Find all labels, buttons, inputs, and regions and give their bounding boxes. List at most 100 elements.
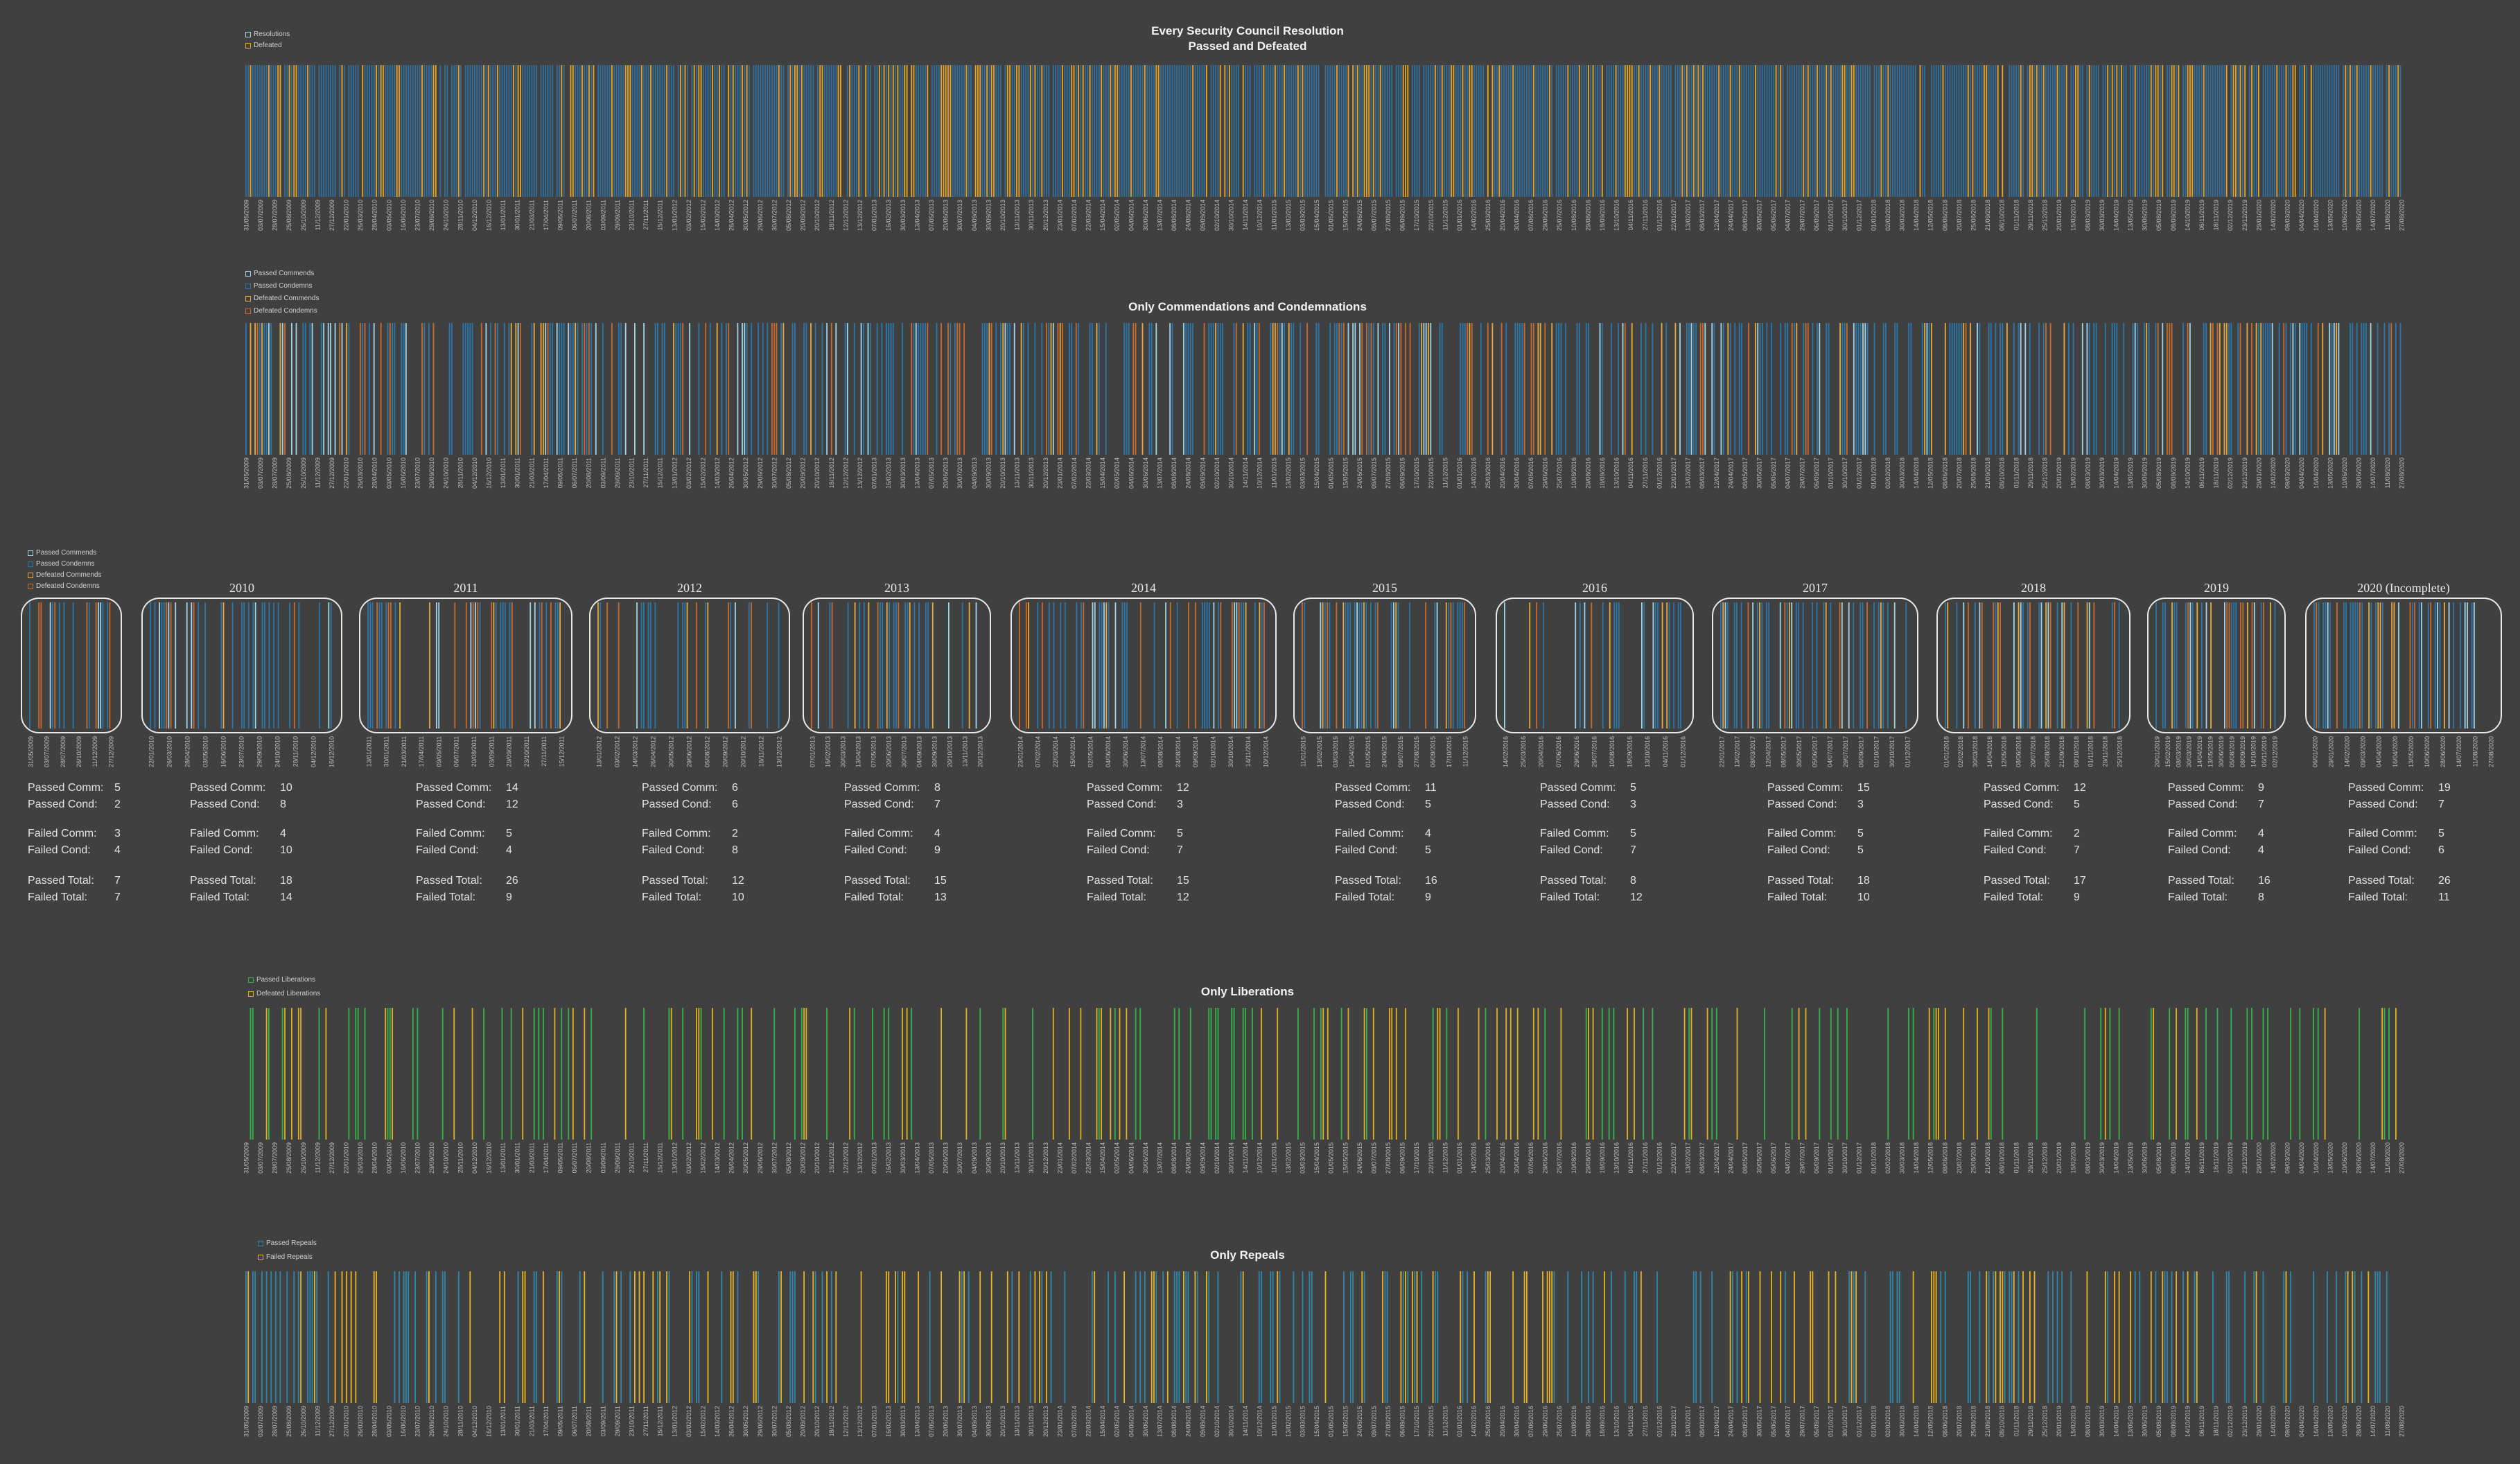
bar (1445, 602, 1447, 729)
x-tick-label: 25/12/2018 (2041, 1406, 2048, 1437)
x-tick-label: 30/05/2017 (1756, 200, 1763, 231)
bar (2198, 65, 2200, 197)
x-tick-label: 20/12/2013 (1042, 200, 1049, 231)
bar (405, 1271, 407, 1403)
stat-label: Passed Comm: (28, 782, 104, 794)
x-tick-label: 20/12/2013 (1042, 1406, 1049, 1437)
x-tick-label: 29/01/2020 (2255, 458, 2262, 489)
bar (1261, 1008, 1263, 1140)
bar (859, 602, 861, 729)
bar (974, 65, 977, 197)
bar (2262, 323, 2264, 455)
bar (1462, 323, 1464, 455)
bar (867, 323, 869, 455)
bar (1650, 65, 1652, 197)
bar (1384, 65, 1386, 197)
x-tick-label: 11/12/2015 (1442, 1142, 1449, 1173)
stat-label: Failed Cond: (1087, 844, 1150, 856)
x-tick-label: 14/04/2018 (1913, 1142, 1920, 1174)
x-tick-label: 30/03/2013 (839, 736, 846, 767)
bar (728, 65, 730, 197)
bar (2359, 1008, 2361, 1140)
bar (2301, 323, 2303, 455)
bar (579, 65, 581, 197)
bar (636, 65, 638, 197)
bar (1908, 65, 1909, 197)
year-label: 2015 (1293, 581, 1476, 595)
bar (471, 1008, 473, 1140)
bar (561, 323, 563, 455)
x-tick-label: 29/08/2016 (1584, 1142, 1591, 1174)
bar (2013, 65, 2015, 197)
bar (1512, 65, 1514, 197)
x-tick-label: 01/10/2017 (1873, 736, 1880, 767)
bar (2262, 65, 2264, 197)
bar (1069, 1008, 1070, 1140)
bar (380, 602, 383, 729)
bar (1823, 602, 1825, 729)
bar (1674, 323, 1677, 455)
bar (1738, 65, 1740, 197)
bar (1347, 323, 1349, 455)
bar (572, 65, 574, 197)
bar (2171, 323, 2173, 455)
x-tick-label: 02/10/2014 (1214, 1142, 1220, 1174)
bar (1236, 602, 1238, 729)
x-tick-label: 15/05/2015 (1342, 458, 1349, 489)
bar (2235, 602, 2237, 729)
bar (1866, 323, 1869, 455)
x-tick-label: 05/08/2012 (785, 1142, 792, 1174)
x-tick-label: 09/07/2015 (1370, 1142, 1377, 1174)
bars-all (245, 65, 2401, 197)
stat-failed-cond: Failed Cond: 4 (2168, 844, 2279, 857)
bar (2299, 65, 2301, 197)
x-tick-label: 03/02/2012 (685, 200, 692, 231)
bar (1203, 323, 1205, 455)
bar (1153, 1271, 1155, 1403)
x-tick-label: 22/03/2014 (1085, 200, 1092, 231)
bar (709, 323, 711, 455)
bar (849, 65, 851, 197)
bar (1354, 602, 1356, 729)
x-tick-label: 13/12/2012 (857, 1406, 864, 1437)
bar (1510, 65, 1512, 197)
bar (2148, 65, 2150, 197)
bar (323, 323, 325, 455)
bar (417, 1008, 419, 1140)
bar (467, 65, 469, 197)
x-tick-label: 01/12/2017 (1904, 736, 1911, 767)
bar (2070, 65, 2072, 197)
stat-failed-cond: Failed Cond: 10 (190, 844, 301, 857)
bar (2251, 65, 2252, 197)
bar (1448, 65, 1450, 197)
bar (2374, 65, 2377, 197)
bar (1439, 323, 1441, 455)
bar (1150, 323, 1153, 455)
bar (895, 65, 897, 197)
bar (1640, 323, 1642, 455)
bar (1345, 602, 1347, 729)
bar (1288, 65, 1290, 197)
bar (491, 602, 492, 729)
bar (2173, 602, 2176, 729)
x-tick-label: 06/09/2015 (1399, 1142, 1406, 1174)
bar (1094, 1271, 1096, 1403)
bar (1908, 1008, 1909, 1140)
bar (943, 65, 945, 197)
bar (1105, 602, 1108, 729)
year-panel (21, 598, 122, 733)
bar (1529, 602, 1531, 729)
x-tick-label: 16/12/2010 (486, 1406, 493, 1437)
bar (600, 602, 602, 729)
legend-swatch (245, 284, 251, 289)
bar (1192, 323, 1194, 455)
bar (858, 65, 860, 197)
bar (376, 1271, 377, 1403)
bar (1935, 65, 1937, 197)
bar (1841, 65, 1844, 197)
x-tick-label: 14/11/2014 (1242, 1406, 1249, 1436)
bar (2029, 602, 2031, 729)
bar (1532, 65, 1534, 197)
bar (2317, 1008, 2319, 1140)
bar (444, 1271, 446, 1403)
